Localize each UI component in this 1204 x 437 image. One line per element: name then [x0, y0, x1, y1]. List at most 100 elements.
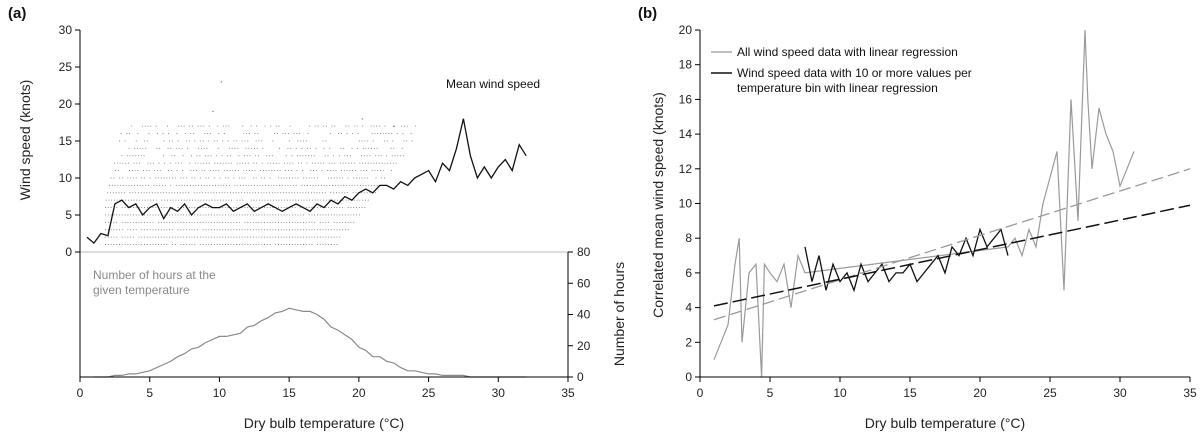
- scatter-point: [219, 221, 221, 223]
- scatter-point: [172, 214, 173, 216]
- scatter-point: [155, 229, 157, 231]
- scatter-point: [222, 221, 224, 223]
- scatter-point: [135, 229, 137, 231]
- scatter-point: [351, 147, 353, 149]
- scatter-point: [227, 221, 229, 223]
- scatter-point: [208, 177, 210, 179]
- scatter-point: [406, 125, 408, 127]
- scatter-point: [152, 207, 154, 208]
- scatter-point: [384, 177, 385, 179]
- scatter-point: [255, 140, 257, 142]
- scatter-point: [289, 199, 291, 201]
- scatter-point: [256, 162, 258, 164]
- scatter-point: [136, 147, 138, 149]
- scatter-point: [196, 170, 197, 171]
- scatter-point: [166, 214, 168, 216]
- scatter-point: [363, 192, 365, 194]
- scatter-point: [202, 236, 204, 238]
- scatter-point: [309, 147, 311, 149]
- scatter-point: [217, 199, 219, 201]
- scatter-point: [365, 184, 367, 186]
- scatter-point: [262, 170, 264, 171]
- scatter-point: [326, 199, 327, 201]
- scatter-point: [258, 236, 260, 238]
- scatter-point: [191, 155, 192, 157]
- scatter-point: [159, 170, 161, 171]
- scatter-point: [369, 155, 371, 157]
- scatter-point: [261, 221, 263, 223]
- scatter-point: [177, 192, 178, 194]
- scatter-point: [216, 214, 218, 216]
- scatter-point: [169, 236, 171, 238]
- scatter-point: [166, 244, 168, 245]
- scatter-point: [275, 199, 277, 201]
- scatter-point: [215, 170, 217, 171]
- scatter-point: [291, 221, 293, 223]
- all-data-regression: [713, 168, 1191, 321]
- scatter-point: [230, 229, 232, 231]
- scatter-point: [321, 170, 323, 171]
- scatter-point: [128, 184, 130, 186]
- scatter-point: [333, 229, 335, 231]
- scatter-point: [258, 207, 260, 208]
- scatter-point: [322, 236, 324, 238]
- scatter-point: [236, 214, 238, 216]
- scatter-point: [118, 192, 120, 194]
- scatter-point: [415, 125, 417, 127]
- scatter-point: [119, 199, 121, 201]
- scatter-point: [180, 229, 182, 231]
- scatter-point: [236, 244, 238, 245]
- scatter-point: [192, 199, 193, 201]
- scatter-point: [208, 236, 210, 238]
- scatter-point: [121, 155, 123, 157]
- panel-a: (a) 0 5 10 15 20 25 30 0 5 10 15 20 25 30 35 0 20 40 60 8…: [8, 5, 627, 431]
- scatter-point: [391, 133, 393, 134]
- scatter-point: [125, 162, 127, 164]
- scatter-point: [241, 229, 243, 231]
- scatter-point: [191, 244, 193, 245]
- scatter-point: [288, 133, 289, 134]
- a-y-tick-label: 5: [65, 208, 72, 222]
- scatter-point: [244, 236, 246, 238]
- scatter-point: [373, 147, 375, 149]
- a-right-ticks: 0 20 40 60 80: [568, 245, 591, 384]
- scatter-point: [170, 147, 172, 149]
- scatter-point: [348, 125, 350, 127]
- scatter-point: [311, 207, 313, 208]
- scatter-point: [277, 192, 279, 194]
- scatter-point: [270, 184, 272, 186]
- b-x-tick-label: 15: [903, 386, 917, 400]
- scatter-point: [176, 133, 178, 134]
- scatter-point: [174, 155, 176, 157]
- scatter-point: [257, 192, 259, 194]
- scatter-point: [339, 207, 341, 208]
- scatter-point: [280, 207, 282, 208]
- scatter-point: [238, 244, 240, 245]
- scatter-point: [359, 162, 361, 164]
- scatter-point: [241, 236, 243, 238]
- scatter-point: [328, 199, 330, 201]
- scatter-point: [297, 140, 299, 142]
- scatter-point: [310, 170, 312, 171]
- scatter-point: [256, 199, 258, 201]
- scatter-point: [199, 192, 201, 194]
- scatter-point: [170, 184, 172, 186]
- scatter-point: [373, 184, 375, 186]
- scatter-point: [271, 192, 273, 194]
- scatter-point: [252, 177, 254, 179]
- scatter-point: [158, 162, 160, 164]
- scatter-point: [256, 125, 258, 127]
- scatter-point: [216, 229, 218, 231]
- scatter-point: [286, 214, 288, 216]
- scatter-point: [254, 184, 255, 186]
- scatter-point: [272, 221, 274, 223]
- scatter-point: [258, 244, 260, 245]
- scatter-point: [107, 221, 109, 223]
- scatter-point: [252, 229, 254, 231]
- scatter-point: [227, 214, 229, 216]
- scatter-point: [205, 221, 207, 223]
- scatter-point: [144, 140, 145, 142]
- scatter-point: [357, 184, 359, 186]
- scatter-point: [214, 199, 216, 201]
